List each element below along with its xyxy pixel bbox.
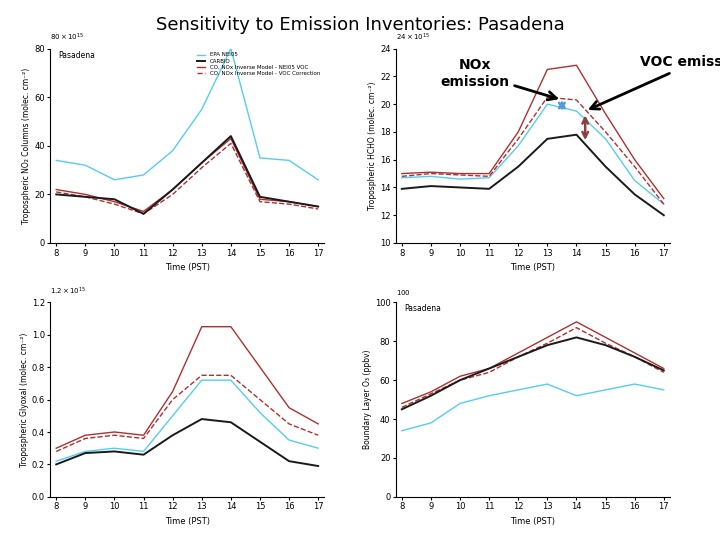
X-axis label: Time (PST): Time (PST) [165, 517, 210, 526]
Y-axis label: Boundary Layer O₃ (ppbv): Boundary Layer O₃ (ppbv) [363, 350, 372, 449]
Text: $100$: $100$ [396, 288, 411, 296]
Text: $1.2\times10^{15}$: $1.2\times10^{15}$ [50, 285, 86, 296]
X-axis label: Time (PST): Time (PST) [510, 263, 555, 272]
Text: $24\times10^{15}$: $24\times10^{15}$ [396, 31, 431, 43]
Legend: EPA NEI05, CARBIO, CO, NOx Inverse Model - NEI05 VOC, CO, NOx Inverse Model - VO: EPA NEI05, CARBIO, CO, NOx Inverse Model… [196, 51, 321, 77]
Text: VOC emission: VOC emission [590, 56, 720, 109]
Text: $80\times10^{15}$: $80\times10^{15}$ [50, 31, 85, 43]
Y-axis label: Tropospheric Glyoxal (molec. cm⁻²): Tropospheric Glyoxal (molec. cm⁻²) [20, 333, 29, 467]
Y-axis label: Tropospheric HCHO (molec. cm⁻²): Tropospheric HCHO (molec. cm⁻²) [368, 82, 377, 210]
X-axis label: Time (PST): Time (PST) [510, 517, 555, 526]
Text: NOx
emission: NOx emission [440, 58, 557, 100]
X-axis label: Time (PST): Time (PST) [165, 263, 210, 272]
Y-axis label: Tropospheric NO₂ Columns (molec. cm⁻²): Tropospheric NO₂ Columns (molec. cm⁻²) [22, 68, 32, 224]
Text: Pasadena: Pasadena [404, 305, 441, 313]
Text: Pasadena: Pasadena [58, 51, 96, 59]
Text: Sensitivity to Emission Inventories: Pasadena: Sensitivity to Emission Inventories: Pas… [156, 16, 564, 34]
